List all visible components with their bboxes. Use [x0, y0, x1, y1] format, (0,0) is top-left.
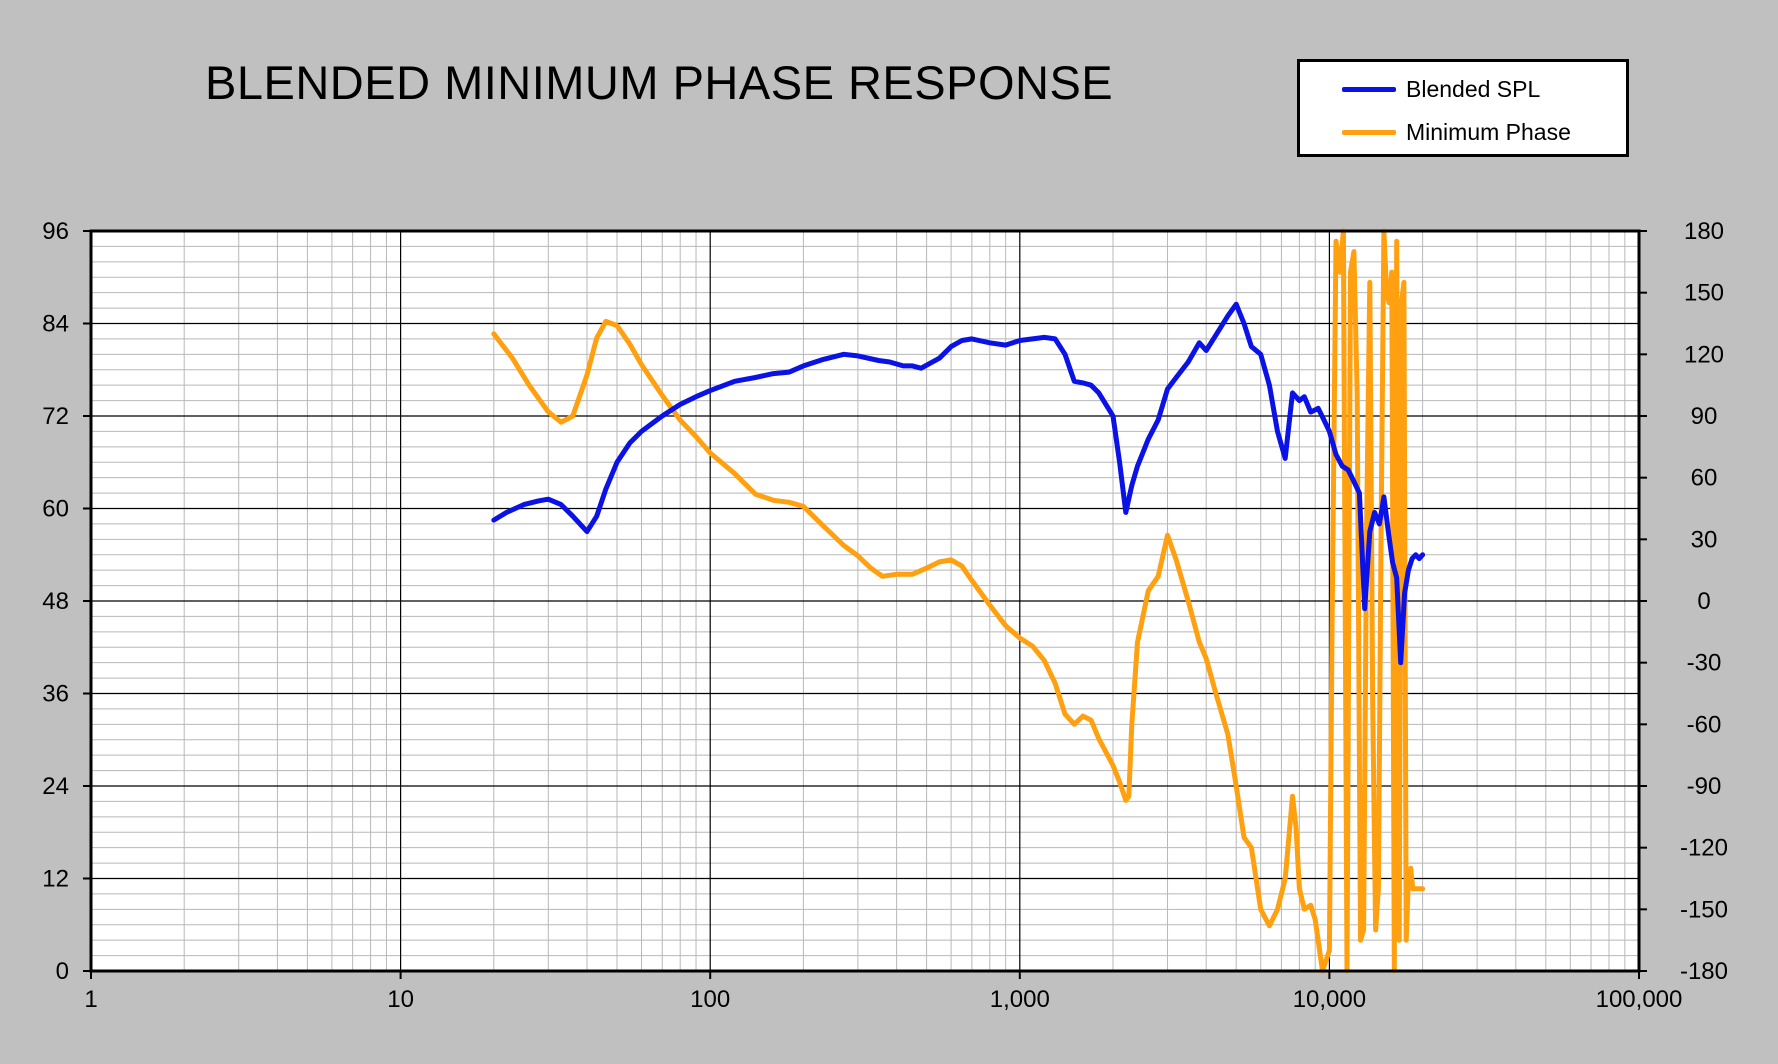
- legend-swatch-minimum-phase: [1342, 129, 1396, 135]
- y-tick-label: 48: [42, 588, 69, 615]
- series-line-blended-spl: [491, 301, 1426, 666]
- y-tick-label: 12: [42, 866, 69, 893]
- x-tick-label: 1,000: [990, 986, 1050, 1013]
- series-layer: [491, 228, 1426, 974]
- y-tick-label: 0: [56, 958, 69, 985]
- left-y-axis-tick-labels: 0 12 24 36 48 60 72 84 96: [42, 218, 91, 985]
- x-tick-label: 100: [690, 986, 730, 1013]
- series-line-minimum-phase: [491, 228, 1426, 974]
- y-tick-label: 36: [42, 681, 69, 708]
- x-tick-label: 100,000: [1596, 986, 1683, 1013]
- y-tick-label: 72: [42, 403, 69, 430]
- legend-swatch-blended-spl: [1342, 86, 1396, 92]
- x-axis-tick-labels: 1 10 100 1,000 10,000 100,000: [84, 971, 1682, 1013]
- legend-label-blended-spl: Blended SPL: [1406, 75, 1541, 102]
- x-tick-label: 10,000: [1293, 986, 1366, 1013]
- legend: Blended SPL Minimum Phase: [1297, 59, 1629, 157]
- y-tick-label: 60: [42, 496, 69, 523]
- x-tick-label: 10: [387, 986, 414, 1013]
- y-tick-label: 24: [42, 773, 69, 800]
- y2-tick-label: 90: [1691, 403, 1718, 430]
- y2-tick-label: 120: [1684, 341, 1724, 368]
- y2-tick-label: 0: [1697, 588, 1710, 615]
- y2-tick-label: 60: [1691, 465, 1718, 492]
- right-y-axis-tick-labels: -180 -150 -120 -90 -60 -30 0 30 60 90 120 150 180: [1639, 218, 1728, 985]
- legend-item-minimum-phase: Minimum Phase: [1342, 117, 1571, 147]
- legend-item-blended-spl: Blended SPL: [1342, 74, 1540, 104]
- chart-title: BLENDED MINIMUM PHASE RESPONSE: [205, 56, 1114, 109]
- y2-tick-label: -120: [1680, 835, 1728, 862]
- x-tick-label: 1: [84, 986, 97, 1013]
- y2-tick-label: 180: [1684, 218, 1724, 245]
- y-tick-label: 96: [42, 218, 69, 245]
- legend-label-minimum-phase: Minimum Phase: [1406, 118, 1571, 145]
- y2-tick-label: 150: [1684, 280, 1724, 307]
- y2-tick-label: -60: [1687, 711, 1722, 738]
- y-tick-label: 84: [42, 311, 69, 338]
- y2-tick-label: -150: [1680, 896, 1728, 923]
- y2-tick-label: -180: [1680, 958, 1728, 985]
- y2-tick-label: -90: [1687, 773, 1722, 800]
- y2-tick-label: -30: [1687, 650, 1722, 677]
- y2-tick-label: 30: [1691, 526, 1718, 553]
